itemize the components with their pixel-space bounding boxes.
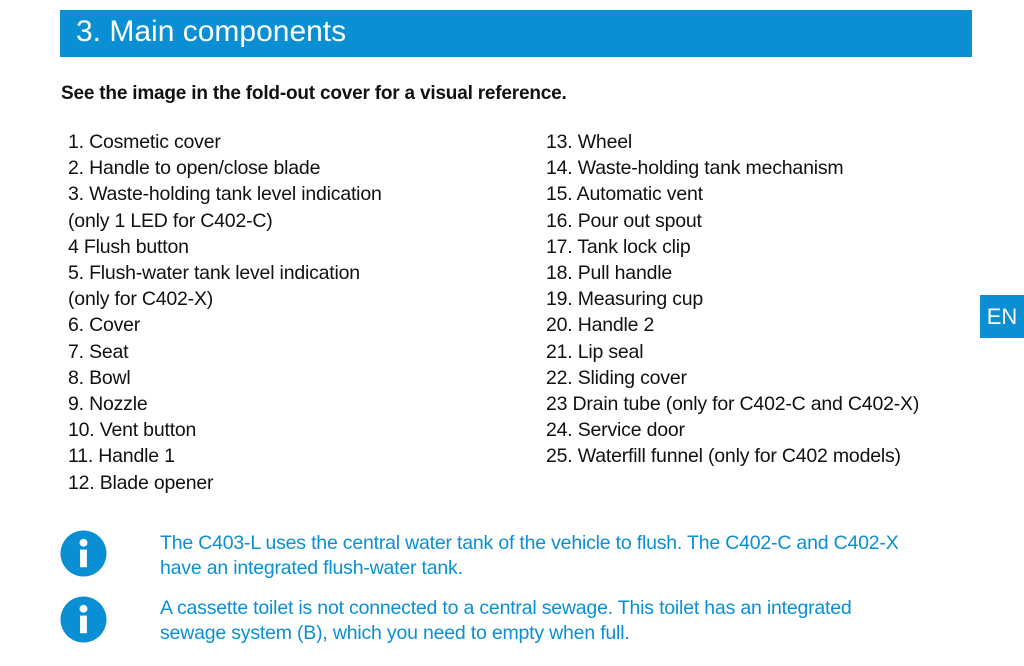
components-list-right: 13. Wheel 14. Waste-holding tank mechani… [546,129,919,470]
info-note: The C403-L uses the central water tank o… [160,531,899,581]
list-item: 4 Flush button [68,235,189,258]
list-item: 19. Measuring cup [546,288,704,311]
list-item: 5. Flush-water tank level indication [68,262,360,285]
list-item: 9. Nozzle [68,393,148,416]
section-title: 3. Main components [76,15,347,48]
list-item: 21. Lip seal [546,340,644,363]
section-header: 3. Main components [60,10,972,57]
list-item: (only 1 LED for C402-C) [68,209,273,232]
info-icon [60,596,107,643]
components-list-left: 1. Cosmetic cover 2. Handle to open/clos… [68,129,382,496]
list-item: 14. Waste-holding tank mechanism [546,157,844,180]
info-note: A cassette toilet is not connected to a … [160,596,852,646]
info-icon [60,530,107,577]
note-line: have an integrated flush-water tank. [160,557,463,579]
note-line: The C403-L uses the central water tank o… [160,532,899,554]
list-item: 1. Cosmetic cover [68,131,221,153]
list-item: 18. Pull handle [546,262,673,285]
list-item: 13. Wheel [546,131,632,153]
language-tab: EN [980,295,1024,338]
list-item: (only for C402-X) [68,288,214,311]
list-item: 25. Waterfill funnel (only for C402 mode… [546,445,901,468]
list-item: 15. Automatic vent [546,183,703,206]
list-item: 22. Sliding cover [546,366,687,389]
list-item: 7. Seat [68,340,129,363]
list-item: 2. Handle to open/close blade [68,157,321,180]
list-item: 24. Service door [546,419,685,442]
list-item: 17. Tank lock clip [546,235,691,258]
list-item: 12. Blade opener [68,471,214,494]
note-line: A cassette toilet is not connected to a … [160,597,852,619]
list-item: 6. Cover [68,314,141,337]
list-item: 20. Handle 2 [546,314,655,337]
list-item: 10. Vent button [68,419,197,442]
note-line: sewage system (B), which you need to emp… [160,622,630,644]
subtitle: See the image in the fold-out cover for … [61,83,567,104]
list-item: 3. Waste-holding tank level indication [68,183,382,206]
list-item: 16. Pour out spout [546,209,702,232]
list-item: 8. Bowl [68,366,131,389]
list-item: 11. Handle 1 [68,445,175,468]
list-item: 23 Drain tube (only for C402-C and C402-… [546,393,920,416]
